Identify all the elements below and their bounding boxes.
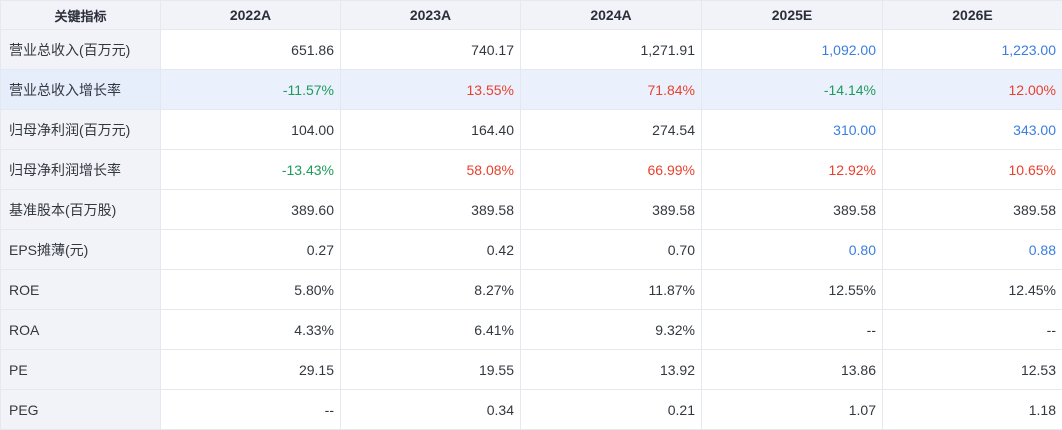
- value-cell: 0.88: [883, 230, 1062, 270]
- value-cell: 12.00%: [883, 70, 1062, 110]
- header-cell-2023a: 2023A: [341, 1, 521, 30]
- value-cell: 12.55%: [702, 270, 883, 310]
- table-header: 关键指标 2022A 2023A 2024A 2025E 2026E: [1, 1, 1062, 30]
- value-cell: 71.84%: [521, 70, 702, 110]
- value-cell: 5.80%: [161, 270, 341, 310]
- value-cell: 0.27: [161, 230, 341, 270]
- table-row: 归母净利润增长率-13.43%58.08%66.99%12.92%10.65%: [1, 150, 1062, 190]
- value-cell: 0.70: [521, 230, 702, 270]
- value-cell: 12.92%: [702, 150, 883, 190]
- row-label: ROE: [1, 270, 161, 310]
- value-cell: 66.99%: [521, 150, 702, 190]
- row-label: ROA: [1, 310, 161, 350]
- value-cell: 389.60: [161, 190, 341, 230]
- value-cell: 389.58: [341, 190, 521, 230]
- value-cell: -14.14%: [702, 70, 883, 110]
- value-cell: 12.45%: [883, 270, 1062, 310]
- row-label: 归母净利润(百万元): [1, 110, 161, 150]
- value-cell: 740.17: [341, 30, 521, 70]
- table-row: 营业总收入增长率-11.57%13.55%71.84%-14.14%12.00%: [1, 70, 1062, 110]
- row-label: 营业总收入增长率: [1, 70, 161, 110]
- value-cell: 1,271.91: [521, 30, 702, 70]
- value-cell: 1,223.00: [883, 30, 1062, 70]
- row-label: EPS摊薄(元): [1, 230, 161, 270]
- value-cell: 0.42: [341, 230, 521, 270]
- value-cell: -13.43%: [161, 150, 341, 190]
- value-cell: 651.86: [161, 30, 341, 70]
- value-cell: 4.33%: [161, 310, 341, 350]
- row-label: PEG: [1, 390, 161, 430]
- value-cell: 29.15: [161, 350, 341, 390]
- value-cell: 0.80: [702, 230, 883, 270]
- header-cell-2025e: 2025E: [702, 1, 883, 30]
- value-cell: 13.92: [521, 350, 702, 390]
- value-cell: -11.57%: [161, 70, 341, 110]
- value-cell: 6.41%: [341, 310, 521, 350]
- value-cell: 13.55%: [341, 70, 521, 110]
- header-cell-metric: 关键指标: [1, 1, 161, 30]
- value-cell: 11.87%: [521, 270, 702, 310]
- value-cell: 8.27%: [341, 270, 521, 310]
- value-cell: 9.32%: [521, 310, 702, 350]
- header-row: 关键指标 2022A 2023A 2024A 2025E 2026E: [1, 1, 1062, 30]
- value-cell: 389.58: [521, 190, 702, 230]
- value-cell: --: [161, 390, 341, 430]
- value-cell: 274.54: [521, 110, 702, 150]
- value-cell: 0.34: [341, 390, 521, 430]
- value-cell: 389.58: [883, 190, 1062, 230]
- header-cell-2026e: 2026E: [883, 1, 1062, 30]
- value-cell: 10.65%: [883, 150, 1062, 190]
- value-cell: 389.58: [702, 190, 883, 230]
- header-cell-2022a: 2022A: [161, 1, 341, 30]
- row-label: 归母净利润增长率: [1, 150, 161, 190]
- header-cell-2024a: 2024A: [521, 1, 702, 30]
- value-cell: 12.53: [883, 350, 1062, 390]
- value-cell: 19.55: [341, 350, 521, 390]
- value-cell: 104.00: [161, 110, 341, 150]
- value-cell: 1,092.00: [702, 30, 883, 70]
- value-cell: --: [702, 310, 883, 350]
- value-cell: 0.21: [521, 390, 702, 430]
- value-cell: 343.00: [883, 110, 1062, 150]
- value-cell: 1.07: [702, 390, 883, 430]
- value-cell: 58.08%: [341, 150, 521, 190]
- value-cell: 1.18: [883, 390, 1062, 430]
- row-label: PE: [1, 350, 161, 390]
- value-cell: 13.86: [702, 350, 883, 390]
- row-label: 营业总收入(百万元): [1, 30, 161, 70]
- value-cell: --: [883, 310, 1062, 350]
- value-cell: 310.00: [702, 110, 883, 150]
- row-label: 基准股本(百万股): [1, 190, 161, 230]
- value-cell: 164.40: [341, 110, 521, 150]
